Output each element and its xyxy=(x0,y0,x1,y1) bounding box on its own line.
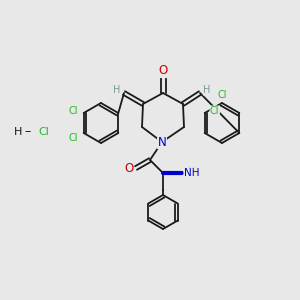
Text: H: H xyxy=(187,167,194,176)
Text: Cl: Cl xyxy=(69,133,78,143)
Text: H: H xyxy=(14,127,22,137)
Text: O: O xyxy=(124,161,134,175)
Text: O: O xyxy=(158,64,168,77)
Text: Cl: Cl xyxy=(210,106,219,116)
Text: NH: NH xyxy=(184,168,200,178)
Text: Cl: Cl xyxy=(38,127,49,137)
Text: Cl: Cl xyxy=(69,106,78,116)
Text: N: N xyxy=(158,136,166,148)
Text: –: – xyxy=(25,125,31,139)
Text: Cl: Cl xyxy=(217,90,227,100)
Text: H: H xyxy=(113,85,121,95)
Text: H: H xyxy=(203,85,211,95)
